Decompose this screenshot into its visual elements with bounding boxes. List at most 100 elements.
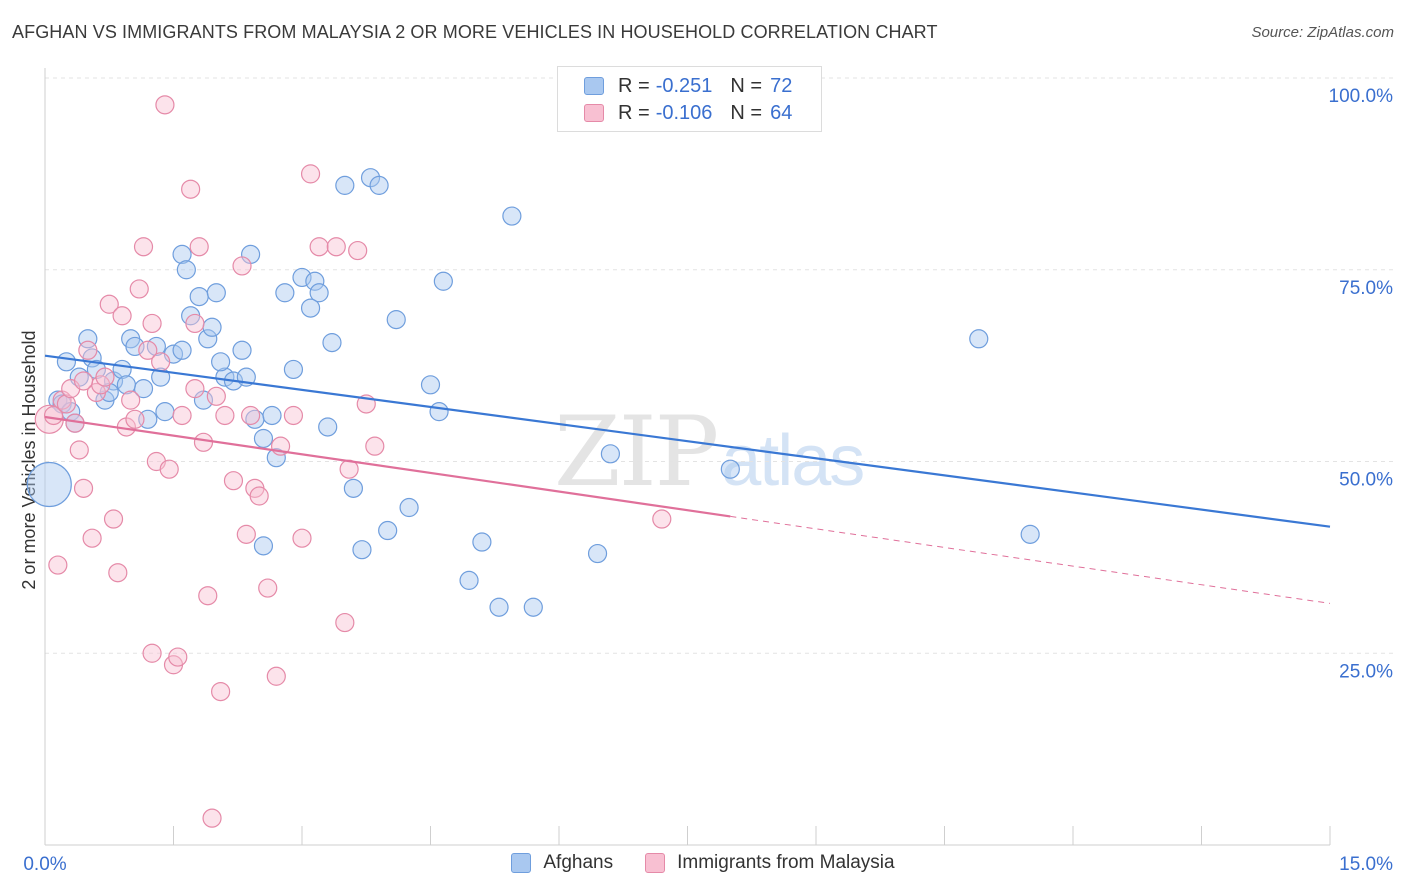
afghans-point [275, 283, 295, 303]
afghans-point [266, 448, 286, 468]
afghans-trend-line [44, 354, 1331, 528]
afghans-point [720, 459, 740, 479]
afghans-point [399, 497, 419, 518]
malaysia-trend-line-dashed [730, 515, 1331, 604]
afghans-point [309, 283, 329, 303]
afghans-point [378, 520, 398, 541]
malaysia-point [142, 643, 162, 663]
afghans-point [262, 405, 282, 426]
afghans-point [155, 402, 175, 422]
malaysia-point [206, 386, 226, 406]
legend-n-value: 64 [770, 101, 793, 124]
afghans-point [335, 175, 355, 195]
y-tick-label: 75.0% [1339, 278, 1393, 299]
y-axis-label: 2 or more Vehicles in Household [19, 330, 39, 589]
malaysia-point [125, 409, 145, 429]
malaysia-point [652, 509, 672, 529]
malaysia-point [112, 306, 132, 326]
afghans-point [253, 428, 274, 449]
afghans-point [523, 597, 543, 617]
malaysia-point [292, 528, 312, 548]
legend-swatch-afghans [584, 77, 604, 95]
legend-swatch-malaysia [584, 104, 604, 122]
malaysia-point [198, 586, 218, 606]
malaysia-point [78, 340, 98, 360]
malaysia-trend-line [44, 415, 731, 518]
legend-r-label: R = [618, 101, 650, 124]
malaysia-point [138, 340, 158, 360]
afghans-point [489, 597, 509, 617]
afghans-point [172, 340, 192, 360]
malaysia-point [335, 612, 355, 633]
afghans-point [283, 359, 304, 380]
afghans-point [305, 271, 325, 291]
afghans-point [369, 175, 389, 195]
legend-r-value: -0.251 [655, 74, 713, 97]
malaysia-point [99, 294, 119, 314]
afghans-point [189, 286, 209, 307]
malaysia-point [56, 394, 77, 414]
afghans-point [300, 298, 321, 318]
afghans-point [459, 570, 479, 590]
malaysia-point [348, 240, 368, 261]
afghans-point [206, 283, 226, 303]
afghans-point [600, 444, 621, 464]
legend-row-malaysia: R = -0.106 N = 64 [584, 100, 792, 126]
malaysia-point [189, 237, 209, 257]
afghans-point [172, 244, 192, 265]
afghans-point [472, 532, 492, 552]
legend-n-label: N = [730, 101, 763, 124]
malaysia-point [159, 459, 179, 479]
afghans-point [318, 417, 338, 437]
afghans-point [1020, 524, 1040, 544]
malaysia-point [95, 367, 115, 387]
series-legend-afghans[interactable]: Afghans [511, 852, 613, 874]
legend-r-value: -0.106 [655, 101, 713, 124]
watermark-zip: ZIP [554, 396, 719, 508]
malaysia-point [232, 256, 252, 276]
afghans-point [429, 402, 449, 422]
afghans-point [420, 375, 441, 395]
afghans-point [502, 206, 522, 226]
series-swatch-malaysia [645, 853, 666, 873]
malaysia-point [155, 95, 175, 115]
malaysia-point [168, 647, 188, 667]
afghans-point [322, 333, 342, 353]
x-tick-label: 15.0% [1339, 854, 1393, 875]
malaysia-point [108, 563, 128, 583]
series-label-afghans: Afghans [543, 852, 614, 873]
malaysia-point [133, 237, 154, 257]
afghans-point [116, 375, 136, 395]
malaysia-point [142, 313, 162, 334]
malaysia-point [181, 179, 201, 199]
malaysia-point [309, 237, 329, 257]
malaysia-point [73, 478, 94, 498]
malaysia-point [236, 524, 256, 544]
malaysia-point [103, 509, 124, 529]
malaysia-point [211, 681, 231, 702]
malaysia-point [172, 405, 192, 426]
afghans-point [26, 461, 72, 508]
chart-title: AFGHAN VS IMMIGRANTS FROM MALAYSIA 2 OR … [12, 22, 938, 42]
afghans-point [202, 317, 222, 337]
y-tick-label: 50.0% [1339, 470, 1393, 491]
afghans-point [78, 329, 98, 349]
afghans-point [253, 536, 274, 556]
malaysia-point [48, 555, 68, 575]
y-tick-label: 25.0% [1339, 661, 1393, 682]
malaysia-point [121, 390, 141, 410]
series-legend-malaysia[interactable]: Immigrants from Malaysia [645, 852, 895, 874]
x-tick-label: 0.0% [23, 854, 66, 875]
malaysia-point [185, 379, 205, 399]
malaysia-point [129, 279, 149, 299]
afghans-point [56, 352, 77, 372]
malaysia-point [326, 237, 346, 257]
afghans-point [433, 271, 453, 291]
series-swatch-afghans [511, 853, 532, 873]
legend-row-afghans: R = -0.251 N = 72 [584, 73, 792, 99]
malaysia-point [202, 808, 222, 828]
series-legend: Afghans Immigrants from Malaysia [0, 852, 1406, 874]
malaysia-point [69, 440, 89, 460]
afghans-point [352, 540, 372, 560]
